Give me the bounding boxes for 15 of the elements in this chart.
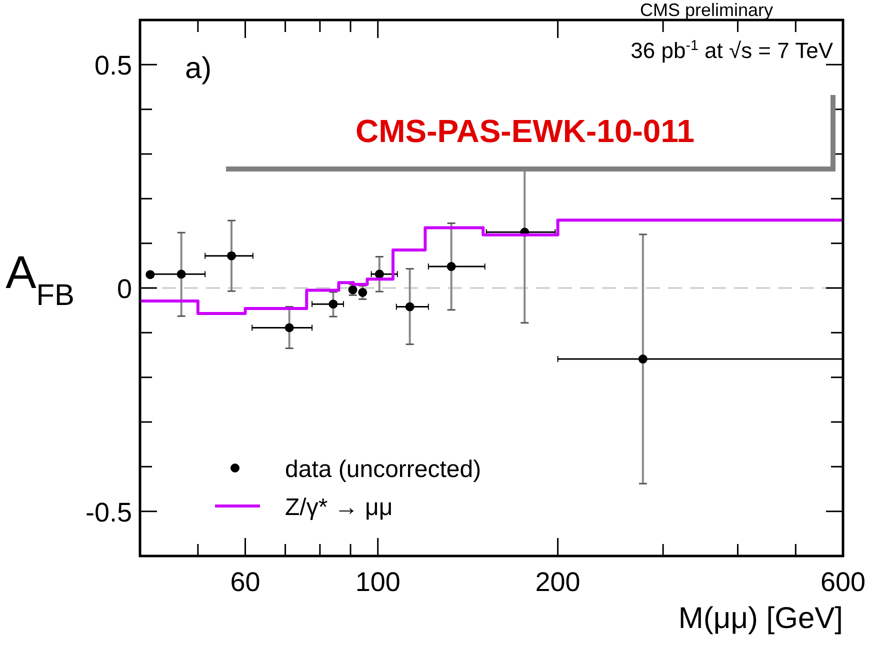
annotation: CMS-PAS-EWK-10-011 — [355, 113, 695, 149]
y-tick-label: 0.5 — [94, 50, 132, 81]
legend-label: Z/γ* → μμ — [285, 494, 393, 521]
text: CMS preliminary — [640, 0, 773, 20]
legend-label: data (uncorrected) — [285, 456, 482, 483]
x-axis-title: M(μμ) [GeV] — [678, 602, 843, 635]
x-tick-label: 60 — [230, 567, 260, 597]
annotation: a) — [185, 52, 212, 85]
y-tick-label: -0.5 — [85, 497, 132, 528]
x-tick-label: 200 — [535, 567, 580, 597]
y-axis-title: A$_{FB}$ — [6, 246, 74, 312]
y-tick-label: 0 — [116, 274, 132, 304]
x-tick-label: 100 — [355, 567, 400, 597]
x-tick-label: 600 — [820, 567, 866, 597]
annotation: 36 pb$^{-1}$ at √s = 7 TeV — [630, 38, 834, 63]
